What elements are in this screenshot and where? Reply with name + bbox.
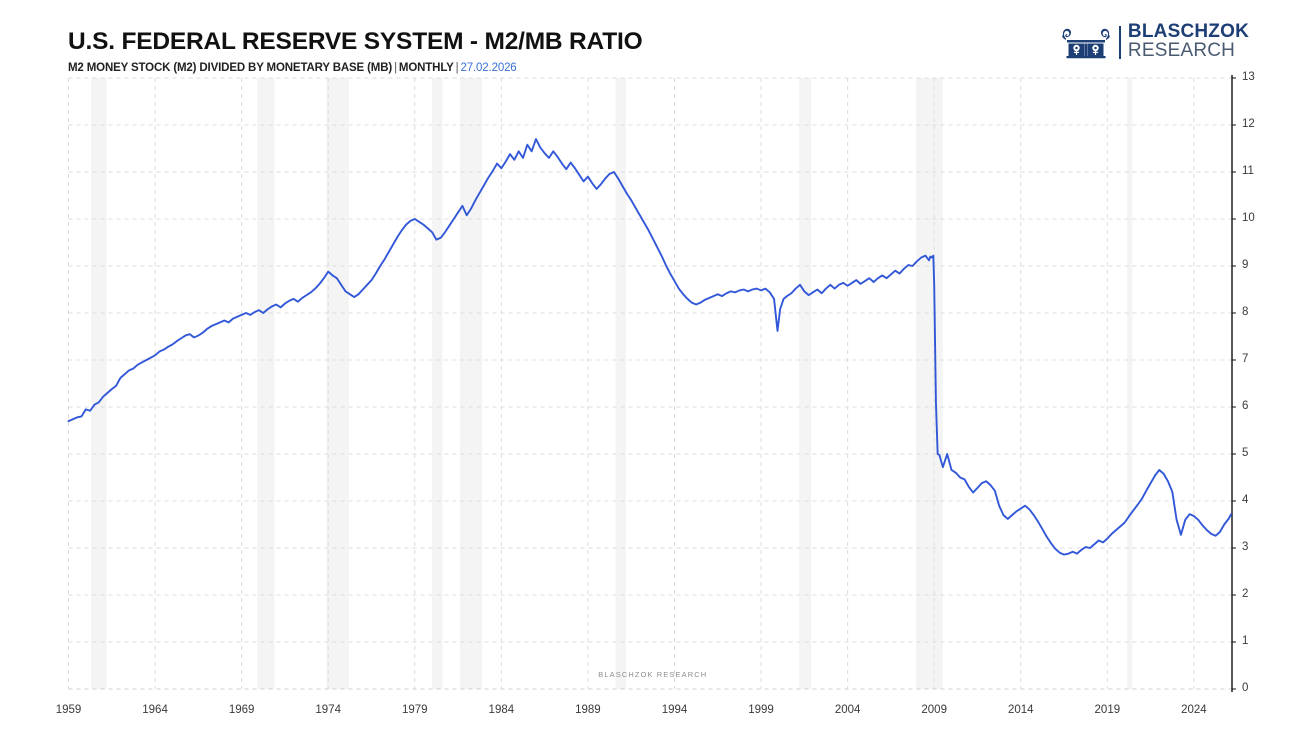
- recession-band: [459, 78, 483, 689]
- brand-logo: BLASCHZOK RESEARCH: [1060, 22, 1249, 62]
- y-axis-tick-label: 1: [1242, 635, 1249, 647]
- y-axis-tick-label: 7: [1242, 353, 1249, 365]
- chart-watermark: BLASCHZOK RESEARCH: [598, 670, 708, 679]
- y-axis-tick-label: 9: [1242, 259, 1249, 271]
- x-axis-tick-label: 1989: [575, 704, 601, 716]
- recession-band: [799, 78, 812, 689]
- chart-header: U.S. FEDERAL RESERVE SYSTEM - M2/MB RATI…: [0, 0, 1307, 78]
- recession-band: [257, 78, 275, 689]
- y-axis-tick-label: 10: [1242, 212, 1255, 224]
- y-axis-tick-label: 11: [1242, 165, 1254, 177]
- y-axis-tick-label: 12: [1242, 118, 1255, 130]
- x-axis-tick-label: 2014: [1007, 704, 1034, 716]
- x-axis-tick-label: 1984: [488, 704, 515, 716]
- y-axis-tick-label: 2: [1242, 588, 1249, 600]
- recession-band: [1127, 78, 1133, 689]
- recession-band: [326, 78, 349, 689]
- x-axis-tick-label: 1959: [55, 704, 82, 716]
- vertical-gridlines: [68, 78, 1195, 689]
- x-axis-tick-label: 1964: [142, 704, 168, 716]
- page-title: U.S. FEDERAL RESERVE SYSTEM - M2/MB RATI…: [68, 28, 643, 55]
- recession-band: [916, 78, 943, 689]
- subtitle-frequency: MONTHLY: [398, 62, 454, 74]
- y-axis-tick-label: 13: [1242, 71, 1255, 83]
- y-axis-tick-label: 5: [1242, 447, 1249, 459]
- recession-band: [91, 78, 107, 689]
- logo-line-1: BLASCHZOK: [1127, 21, 1249, 43]
- logo-line-2: RESEARCH: [1127, 40, 1236, 61]
- x-axis-tick-label: 1969: [228, 704, 255, 716]
- blaschzok-ram-logo-icon: [1062, 28, 1110, 59]
- subtitle-date: 27.02.2026: [460, 62, 517, 74]
- logo-wordmark: BLASCHZOK RESEARCH: [1128, 23, 1249, 60]
- y-axis-tick-label: 8: [1242, 306, 1249, 318]
- x-axis-tick-label: 1994: [661, 704, 688, 716]
- y-axis-tick-label: 3: [1242, 541, 1249, 553]
- y-axis-tick-marks: [1232, 77, 1236, 690]
- series-line-0: [67, 138, 1233, 556]
- subtitle-separator-1: |: [394, 62, 397, 74]
- x-axis-tick-label: 2024: [1181, 704, 1207, 716]
- x-axis-tick-label: 1974: [315, 704, 341, 716]
- x-axis-tick-label: 2019: [1094, 704, 1121, 716]
- recession-band: [615, 78, 627, 689]
- x-axis-tick-label: 2009: [921, 704, 947, 716]
- subtitle-separator-2: |: [455, 62, 459, 74]
- plot-background: [68, 78, 1232, 689]
- recession-band: [432, 78, 443, 689]
- subtitle-description: M2 MONEY STOCK (M2) DIVIDED BY MONETARY …: [68, 62, 393, 74]
- x-axis-tick-label: 1979: [401, 704, 428, 716]
- y-axis-tick-label: 6: [1242, 400, 1249, 412]
- recession-bands: [91, 78, 1133, 689]
- logo-divider: [1118, 25, 1121, 59]
- y-axis-tick-label: 0: [1242, 682, 1249, 694]
- chart-subtitle: M2 MONEY STOCK (M2) DIVIDED BY MONETARY …: [68, 62, 517, 74]
- x-axis-tick-label: 2004: [834, 704, 861, 716]
- x-axis-tick-label: 1999: [748, 704, 774, 716]
- y-axis-tick-label: 4: [1242, 494, 1249, 506]
